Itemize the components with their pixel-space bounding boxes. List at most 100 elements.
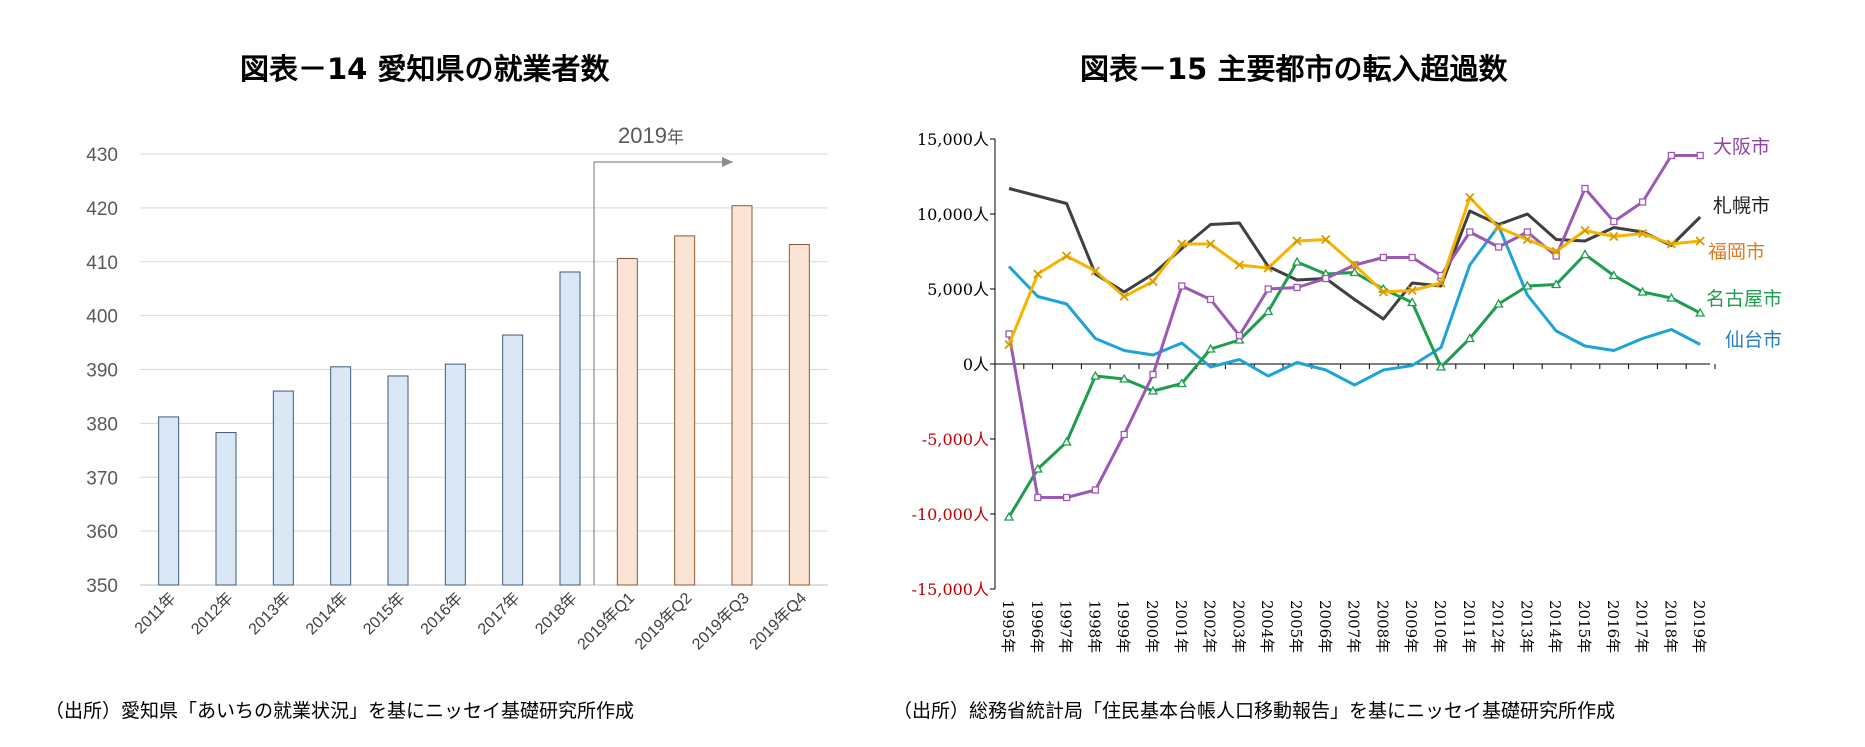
- data-point: [1091, 486, 1100, 494]
- left-xtick-label: 2012年: [188, 589, 237, 638]
- left-xtick-label: 2019年Q4: [746, 589, 810, 653]
- left-bar: [616, 258, 638, 586]
- right-xtick-label: 2016年: [1604, 600, 1622, 653]
- right-xtick-label: 1999年: [1114, 600, 1132, 653]
- data-point: [1695, 236, 1705, 246]
- data-point: [1349, 260, 1360, 270]
- left-ytick-label: 430: [86, 145, 118, 166]
- data-point: [1263, 306, 1274, 316]
- data-point: [1609, 231, 1619, 242]
- right-xtick-label: 2011年: [1460, 600, 1478, 653]
- right-xtick-label: 2017年: [1633, 600, 1651, 653]
- data-point: [1493, 298, 1504, 308]
- left-ytick-label: 370: [86, 468, 118, 489]
- right-xtick-label: 2004年: [1258, 600, 1276, 653]
- data-point: [1608, 270, 1619, 280]
- data-point: [1148, 276, 1158, 287]
- data-point: [1061, 436, 1072, 446]
- data-point: [1090, 370, 1101, 380]
- data-point: [1378, 287, 1389, 297]
- data-point: [1580, 225, 1590, 236]
- right-xtick-label: 2002年: [1201, 600, 1219, 653]
- bracket-label-suffix: 年: [667, 128, 684, 147]
- year-bracket: 2019年: [593, 123, 733, 585]
- data-point: [1466, 228, 1474, 236]
- right-xtick-label: 1996年: [1028, 600, 1046, 653]
- data-point: [1032, 463, 1043, 473]
- left-bar: [788, 244, 810, 586]
- data-point: [1003, 511, 1015, 521]
- data-point: [1522, 234, 1533, 245]
- left-bar: [215, 432, 237, 586]
- legend-label: 大阪市: [1713, 136, 1770, 158]
- data-point: [1379, 253, 1388, 262]
- right-ytick-label: -10,000人: [912, 505, 989, 524]
- data-point: [1667, 151, 1676, 160]
- data-point: [1666, 239, 1677, 249]
- left-xtick-label: 2013年: [245, 589, 294, 638]
- data-point: [1120, 430, 1128, 439]
- right-xtick-label: 2010年: [1431, 600, 1449, 653]
- data-point: [1551, 279, 1562, 289]
- data-point: [1234, 334, 1245, 344]
- data-point: [1206, 295, 1215, 304]
- data-point: [1090, 266, 1101, 276]
- left-bar: [330, 366, 352, 586]
- left-xtick-label: 2019年Q1: [574, 589, 638, 653]
- series-line: [1007, 224, 1701, 387]
- data-point: [1034, 493, 1042, 502]
- data-point: [1666, 292, 1677, 302]
- data-point: [1119, 291, 1129, 302]
- data-point: [1292, 236, 1302, 246]
- right-xtick-label: 2006年: [1316, 600, 1334, 653]
- left-ytick-label: 400: [86, 307, 118, 328]
- data-point: [1119, 373, 1130, 383]
- legend-label: 名古屋市: [1706, 288, 1782, 310]
- left-bar: [731, 205, 753, 586]
- series-札幌市: [1008, 187, 1702, 321]
- left-bar: [502, 334, 524, 586]
- right-xtick-label: 2018年: [1661, 600, 1679, 653]
- data-point: [1205, 343, 1216, 353]
- data-point: [1235, 331, 1244, 340]
- left-ytick-label: 350: [86, 576, 118, 597]
- data-point: [1293, 283, 1301, 292]
- right-xtick-label: 2012年: [1489, 600, 1507, 653]
- left-ytick-label: 390: [86, 361, 118, 382]
- data-point: [1610, 217, 1618, 226]
- series-line: [1008, 187, 1702, 321]
- right-xtick-label: 2001年: [1172, 600, 1190, 653]
- right-ytick-label: -5,000人: [922, 430, 989, 449]
- data-point: [1349, 267, 1360, 277]
- data-point: [1291, 256, 1303, 266]
- data-point: [1176, 378, 1187, 388]
- right-xtick-label: 2007年: [1345, 600, 1363, 653]
- legend-label: 札幌市: [1713, 195, 1770, 217]
- left-xtick-label: 2011年: [131, 589, 179, 637]
- series-仙台市: [1007, 224, 1701, 387]
- left-ytick-label: 380: [86, 414, 118, 435]
- data-point: [1637, 228, 1648, 239]
- right-xtick-label: 1997年: [1057, 600, 1075, 653]
- right-xtick-label: 2009年: [1402, 600, 1420, 653]
- data-point: [1321, 234, 1331, 245]
- legend-label: 仙台市: [1725, 329, 1782, 351]
- svg-text:2019年: 2019年: [618, 123, 684, 148]
- left-bar: [444, 363, 466, 586]
- left-xtick-label: 2018年: [532, 589, 581, 638]
- left-ytick-label: 360: [86, 522, 118, 543]
- data-point: [1263, 263, 1273, 273]
- data-point: [1061, 251, 1072, 261]
- right-xtick-label: 1995年: [999, 600, 1017, 653]
- right-ytick-label: 5,000人: [927, 280, 989, 299]
- series-line: [1007, 154, 1701, 499]
- right-xtick-label: 2008年: [1373, 600, 1391, 653]
- right-chart-title: 図表－15 主要都市の転入超過数: [1080, 52, 1508, 86]
- data-point: [1465, 192, 1475, 203]
- right-ytick-label: 10,000人: [917, 205, 989, 224]
- left-chart-source: （出所）愛知県「あいちの就業状況」を基にニッセイ基礎研究所作成: [45, 700, 635, 722]
- data-point: [1436, 278, 1446, 288]
- data-point: [1033, 269, 1043, 279]
- right-ytick-label: 0人: [963, 355, 989, 374]
